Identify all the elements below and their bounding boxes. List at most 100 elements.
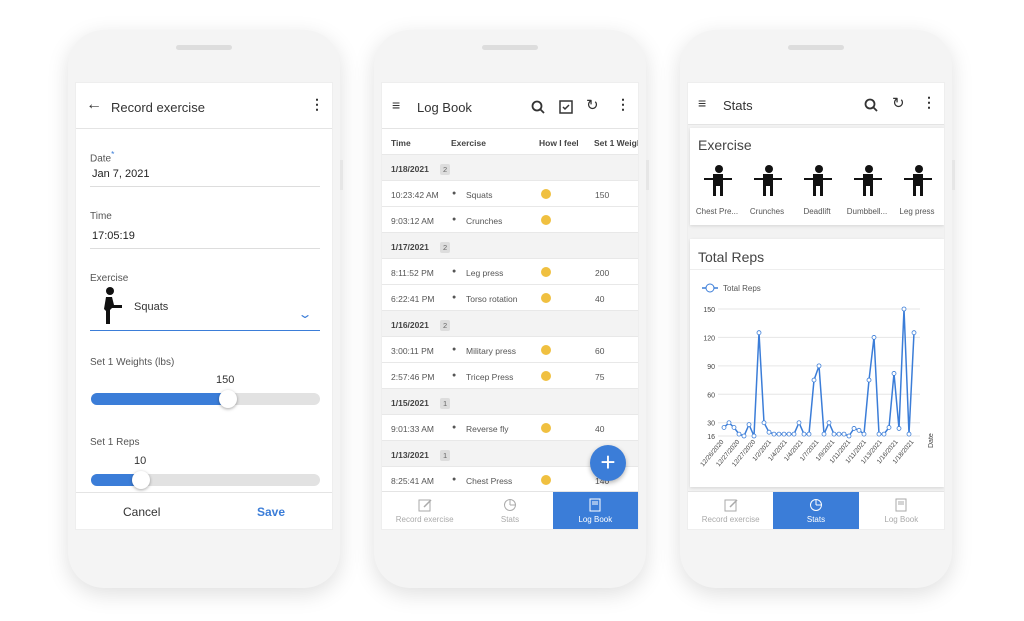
- data-point[interactable]: [826, 420, 832, 426]
- smiley-icon: [541, 371, 551, 381]
- save-button[interactable]: Save: [257, 505, 286, 519]
- table-row[interactable]: 9:01:33 AM ● Reverse fly 40: [382, 415, 638, 441]
- cancel-button[interactable]: Cancel: [123, 505, 161, 519]
- data-point[interactable]: [851, 426, 857, 431]
- column-header[interactable]: Set 1 Weigh: [594, 138, 639, 148]
- phone-stats: ≡ Stats ↻ ⋮ Exercise Chest Pre... Crunche…: [680, 30, 955, 588]
- data-point[interactable]: [771, 431, 777, 437]
- data-point[interactable]: [841, 431, 847, 437]
- table-row[interactable]: 2:57:46 PM ● Tricep Press 75: [382, 363, 638, 389]
- data-point[interactable]: [801, 431, 807, 437]
- table-row[interactable]: 6:22:41 PM ● Torso rotation 40: [382, 285, 638, 311]
- book-icon: [895, 498, 907, 512]
- data-point[interactable]: [791, 431, 797, 437]
- data-point[interactable]: [886, 425, 892, 430]
- legend-label[interactable]: Total Reps: [723, 284, 761, 293]
- record-screen: ← Record exercise ⋮ Date* Jan 7, 2021 Ti…: [75, 82, 333, 530]
- data-point[interactable]: [766, 429, 772, 435]
- data-point[interactable]: [721, 425, 727, 430]
- data-point[interactable]: [816, 363, 822, 369]
- group-date: 1/16/2021: [391, 320, 429, 330]
- group-date: 1/18/2021: [391, 164, 429, 174]
- refresh-icon[interactable]: ↻: [892, 95, 905, 112]
- exercise-tile[interactable]: Crunches: [742, 164, 792, 219]
- data-point[interactable]: [756, 330, 762, 336]
- more-vertical-icon[interactable]: ⋮: [922, 94, 936, 110]
- data-point[interactable]: [746, 422, 752, 428]
- plus-icon[interactable]: +: [590, 445, 626, 481]
- data-point[interactable]: [896, 426, 902, 431]
- data-point[interactable]: [891, 371, 897, 376]
- data-point[interactable]: [806, 431, 812, 437]
- data-point[interactable]: [761, 420, 767, 426]
- table-row[interactable]: 8:11:52 PM ● Leg press 200: [382, 259, 638, 285]
- slider-fill: [91, 474, 142, 486]
- date-group-row[interactable]: 1/18/2021 2: [382, 155, 638, 181]
- exercise-label: Exercise: [90, 273, 129, 284]
- more-vertical-icon[interactable]: ⋮: [310, 96, 324, 112]
- refresh-icon[interactable]: ↻: [586, 97, 599, 114]
- checkbox-icon[interactable]: [559, 100, 573, 114]
- nav-record-exercise[interactable]: Record exercise: [688, 492, 773, 529]
- phone-log-book: ≡ Log Book ↻ ⋮ Time Exercise How I feel …: [374, 30, 649, 588]
- more-vertical-icon[interactable]: ⋮: [616, 96, 630, 112]
- exercise-tile[interactable]: Dumbbell...: [842, 164, 892, 219]
- data-point[interactable]: [911, 330, 917, 336]
- data-point[interactable]: [781, 431, 787, 437]
- data-point[interactable]: [731, 425, 737, 430]
- data-point[interactable]: [901, 306, 907, 312]
- data-point[interactable]: [831, 431, 837, 437]
- search-icon[interactable]: [864, 98, 878, 112]
- data-point[interactable]: [776, 431, 782, 437]
- data-point[interactable]: [836, 431, 842, 437]
- table-row[interactable]: 10:23:42 AM ● Squats 150: [382, 181, 638, 207]
- exercise-tile[interactable]: Chest Pre...: [692, 164, 742, 219]
- date-group-row[interactable]: 1/17/2021 2: [382, 233, 638, 259]
- weights-slider[interactable]: [91, 390, 320, 408]
- data-point[interactable]: [811, 377, 817, 383]
- column-header[interactable]: How I feel: [539, 138, 579, 148]
- nav-log-book[interactable]: Log Book: [859, 492, 944, 529]
- data-point[interactable]: [796, 420, 802, 426]
- data-point[interactable]: [741, 433, 747, 439]
- data-point[interactable]: [736, 431, 742, 437]
- nav-record-exercise[interactable]: Record exercise: [382, 492, 467, 529]
- data-point[interactable]: [876, 431, 882, 437]
- exercise-select[interactable]: Squats ⌄: [90, 285, 320, 331]
- data-point[interactable]: [881, 431, 887, 437]
- reps-slider[interactable]: [91, 471, 320, 489]
- data-point[interactable]: [871, 335, 877, 340]
- date-group-row[interactable]: 1/16/2021 2: [382, 311, 638, 337]
- column-header[interactable]: Exercise: [451, 138, 486, 148]
- data-point[interactable]: [906, 431, 912, 437]
- nav-label: Log Book: [578, 515, 613, 524]
- exercise-cell: Chest Press: [466, 476, 513, 486]
- app-bar: ≡ Log Book ↻ ⋮: [382, 83, 638, 129]
- data-point[interactable]: [786, 431, 792, 437]
- nav-log-book[interactable]: Log Book: [552, 492, 638, 529]
- data-point[interactable]: [861, 431, 867, 437]
- data-point[interactable]: [751, 433, 757, 439]
- search-icon[interactable]: [531, 100, 545, 114]
- table-row[interactable]: 9:03:12 AM ● Crunches: [382, 207, 638, 233]
- slider-handle[interactable]: [132, 471, 151, 489]
- data-point[interactable]: [856, 427, 862, 433]
- exercise-tile[interactable]: Deadlift: [792, 164, 842, 219]
- sort-menu-icon[interactable]: ≡: [698, 95, 707, 111]
- table-row[interactable]: 3:00:11 PM ● Military press 60: [382, 337, 638, 363]
- exercise-cell: Tricep Press: [466, 372, 514, 382]
- data-point[interactable]: [846, 433, 852, 439]
- date-group-row[interactable]: 1/15/2021 1: [382, 389, 638, 415]
- nav-stats[interactable]: Stats: [467, 492, 552, 529]
- column-header[interactable]: Time: [391, 138, 411, 148]
- arrow-left-icon[interactable]: ←: [86, 96, 102, 113]
- data-point[interactable]: [821, 431, 827, 437]
- sort-menu-icon[interactable]: ≡: [392, 97, 401, 113]
- date-field[interactable]: Jan 7, 2021: [92, 168, 150, 180]
- data-point[interactable]: [866, 377, 872, 383]
- time-field[interactable]: 17:05:19: [92, 230, 135, 242]
- nav-stats[interactable]: Stats: [773, 492, 859, 529]
- slider-handle[interactable]: [219, 390, 238, 408]
- exercise-tile[interactable]: Leg press: [892, 164, 942, 219]
- data-point[interactable]: [726, 420, 732, 426]
